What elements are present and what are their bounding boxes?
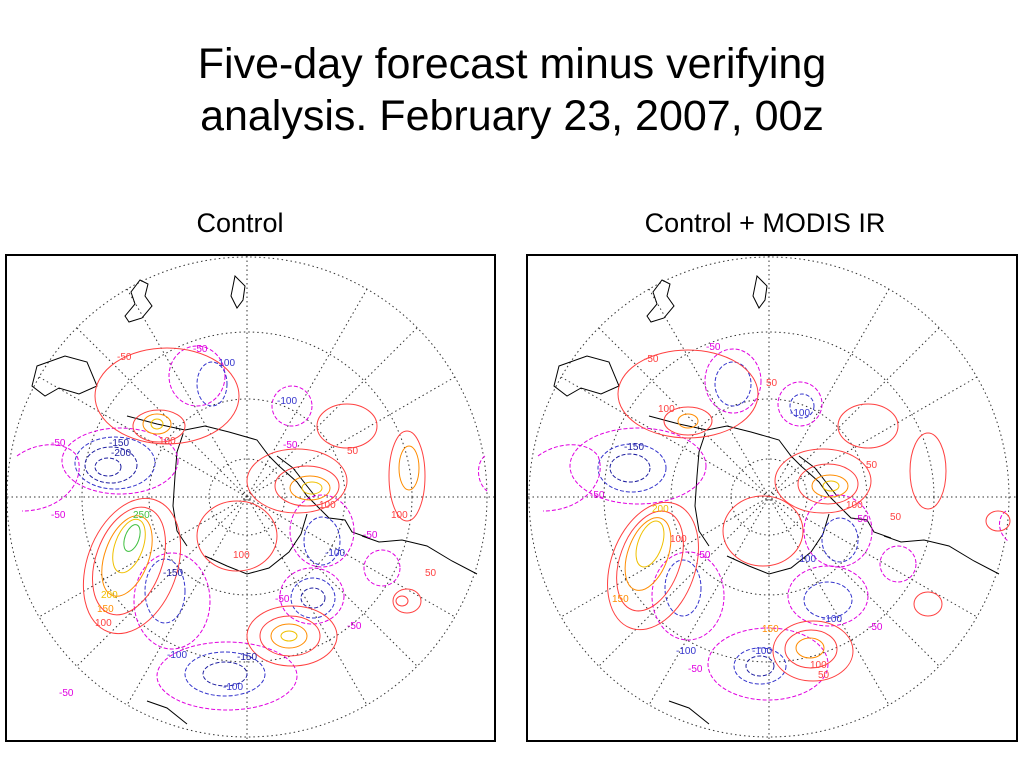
contour-label: 100 xyxy=(233,550,250,561)
contour-label: 250 xyxy=(133,510,150,521)
coastlines xyxy=(553,274,1000,725)
slide-title: Five-day forecast minus verifying analys… xyxy=(0,38,1024,142)
contour-label: -100 xyxy=(325,548,345,559)
contour-label: 100 xyxy=(846,500,863,511)
contour-label: 50 xyxy=(425,568,437,579)
contours-negative xyxy=(537,348,1009,701)
contour-label: -50 xyxy=(644,354,659,365)
contour-label: -100 xyxy=(676,646,696,657)
contour-label: 100 xyxy=(319,500,336,511)
contour-label: -100 xyxy=(752,646,772,657)
title-line-1: Five-day forecast minus verifying xyxy=(197,40,827,88)
contour-label: -50 xyxy=(193,344,208,355)
map-panel-control-modis: -50 -50 100 -150 -50 -100 50 200 100 150… xyxy=(526,254,1018,742)
contour-label: 150 xyxy=(612,594,629,605)
contour-label: -50 xyxy=(688,664,703,675)
panel-label-control: Control xyxy=(196,208,284,238)
contour-label: -100 xyxy=(223,682,243,693)
contours-negative xyxy=(16,345,488,711)
contour-labels: -50 -100 -50 -150 -200 100 -50 -50 250 2… xyxy=(51,344,437,699)
contour-label: -50 xyxy=(363,530,378,541)
contour-label: -150 xyxy=(109,438,129,449)
contour-label: -50 xyxy=(275,594,290,605)
contour-label: 100 xyxy=(810,660,827,671)
contour-label: 100 xyxy=(670,534,687,545)
longitude-grid xyxy=(7,256,494,740)
contour-label: -100 xyxy=(796,554,816,565)
contour-label: -150 xyxy=(163,568,183,579)
contour-label: -50 xyxy=(347,621,362,632)
contour-label: -50 xyxy=(706,342,721,353)
contours-positive xyxy=(607,349,1011,682)
contour-label: -50 xyxy=(854,514,869,525)
contour-label: 100 xyxy=(658,404,675,415)
contour-label: 50 xyxy=(890,512,902,523)
coastlines xyxy=(31,274,478,725)
contour-label: 150 xyxy=(762,624,779,635)
contour-label: 200 xyxy=(101,590,118,601)
contour-label: 150 xyxy=(97,604,114,615)
contour-label: -50 xyxy=(51,438,66,449)
contour-label: -100 xyxy=(277,396,297,407)
contour-label: 100 xyxy=(159,436,176,447)
contour-label: -50 xyxy=(590,490,605,501)
polar-map-control: -50 -100 -50 -150 -200 100 -50 -50 250 2… xyxy=(7,256,494,740)
contour-label: 100 xyxy=(391,510,408,521)
map-panel-control: -50 -100 -50 -150 -200 100 -50 -50 250 2… xyxy=(5,254,496,742)
contour-label: -50 xyxy=(868,622,883,633)
panel-label-control-modis: Control + MODIS IR xyxy=(644,208,886,238)
contour-label: 200 xyxy=(652,504,669,515)
contour-label: -50 xyxy=(117,352,132,363)
polar-map-control-modis: -50 -50 100 -150 -50 -100 50 200 100 150… xyxy=(528,256,1016,740)
contour-label: 50 xyxy=(766,378,778,389)
contour-label: -50 xyxy=(283,440,298,451)
contour-label: 100 xyxy=(95,618,112,629)
contour-label: 50 xyxy=(818,670,830,681)
contour-label: -50 xyxy=(51,510,66,521)
contour-label: -150 xyxy=(624,442,644,453)
title-line-2: analysis. February 23, 2007, 00z xyxy=(200,92,824,140)
contour-label: -50 xyxy=(696,550,711,561)
contour-label: -50 xyxy=(59,688,74,699)
contour-label: -150 xyxy=(237,652,257,663)
contours-positive xyxy=(82,347,426,667)
contour-label: -200 xyxy=(111,448,131,459)
contour-label: -100 xyxy=(215,358,235,369)
contour-label: -100 xyxy=(822,614,842,625)
contour-label: 50 xyxy=(866,460,878,471)
contour-label: -100 xyxy=(167,650,187,661)
contour-label: 50 xyxy=(347,446,359,457)
contour-labels: -50 -50 100 -150 -50 -100 50 200 100 150… xyxy=(590,342,902,681)
contour-label: -100 xyxy=(790,408,810,419)
